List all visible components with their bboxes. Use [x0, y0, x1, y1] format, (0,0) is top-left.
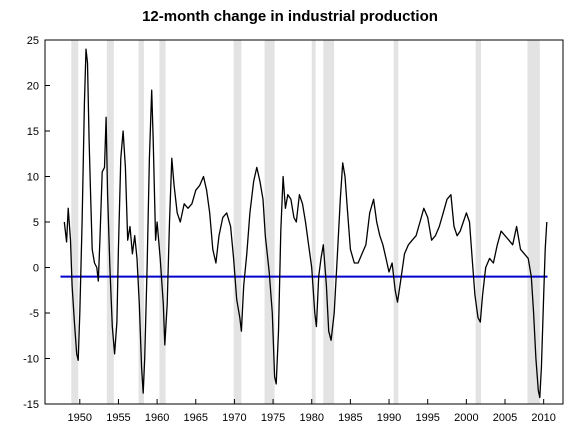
x-tick-label: 1980 [299, 412, 323, 424]
recession-band [138, 40, 144, 404]
recession-band [264, 40, 275, 404]
chart-title: 12-month change in industrial production [142, 8, 438, 25]
x-tick-label: 1990 [377, 412, 401, 424]
recession-band [159, 40, 166, 404]
x-tick-label: 1970 [222, 412, 246, 424]
recession-band [323, 40, 335, 404]
x-tick-label: 2010 [531, 412, 555, 424]
y-tick-label: 0 [33, 263, 39, 275]
x-tick-label: 1985 [338, 412, 362, 424]
x-tick-label: 2005 [493, 412, 517, 424]
y-tick-label: 25 [27, 35, 39, 47]
recession-band [393, 40, 399, 404]
plot-frame [44, 39, 564, 405]
recession-band [106, 40, 114, 404]
y-tick-label: 15 [27, 126, 39, 138]
y-tick-label: -15 [23, 399, 39, 411]
y-tick-label: -5 [29, 308, 39, 320]
x-tick-label: 1960 [145, 412, 169, 424]
y-tick-label: 5 [33, 217, 39, 229]
y-tick-label: -10 [23, 354, 39, 366]
x-tick-label: 2000 [454, 412, 478, 424]
y-tick-label: 10 [27, 172, 39, 184]
recession-band [475, 40, 482, 404]
y-tick-label: 20 [27, 81, 39, 93]
x-tick-label: 1995 [415, 412, 439, 424]
x-tick-label: 1950 [68, 412, 92, 424]
x-tick-label: 1975 [261, 412, 285, 424]
recession-band [527, 40, 540, 404]
x-tick-label: 1955 [106, 412, 130, 424]
recession-band [311, 40, 316, 404]
recession-band [233, 40, 242, 404]
recession-band [71, 40, 79, 404]
x-tick-label: 1965 [184, 412, 208, 424]
series-line [63, 48, 548, 399]
